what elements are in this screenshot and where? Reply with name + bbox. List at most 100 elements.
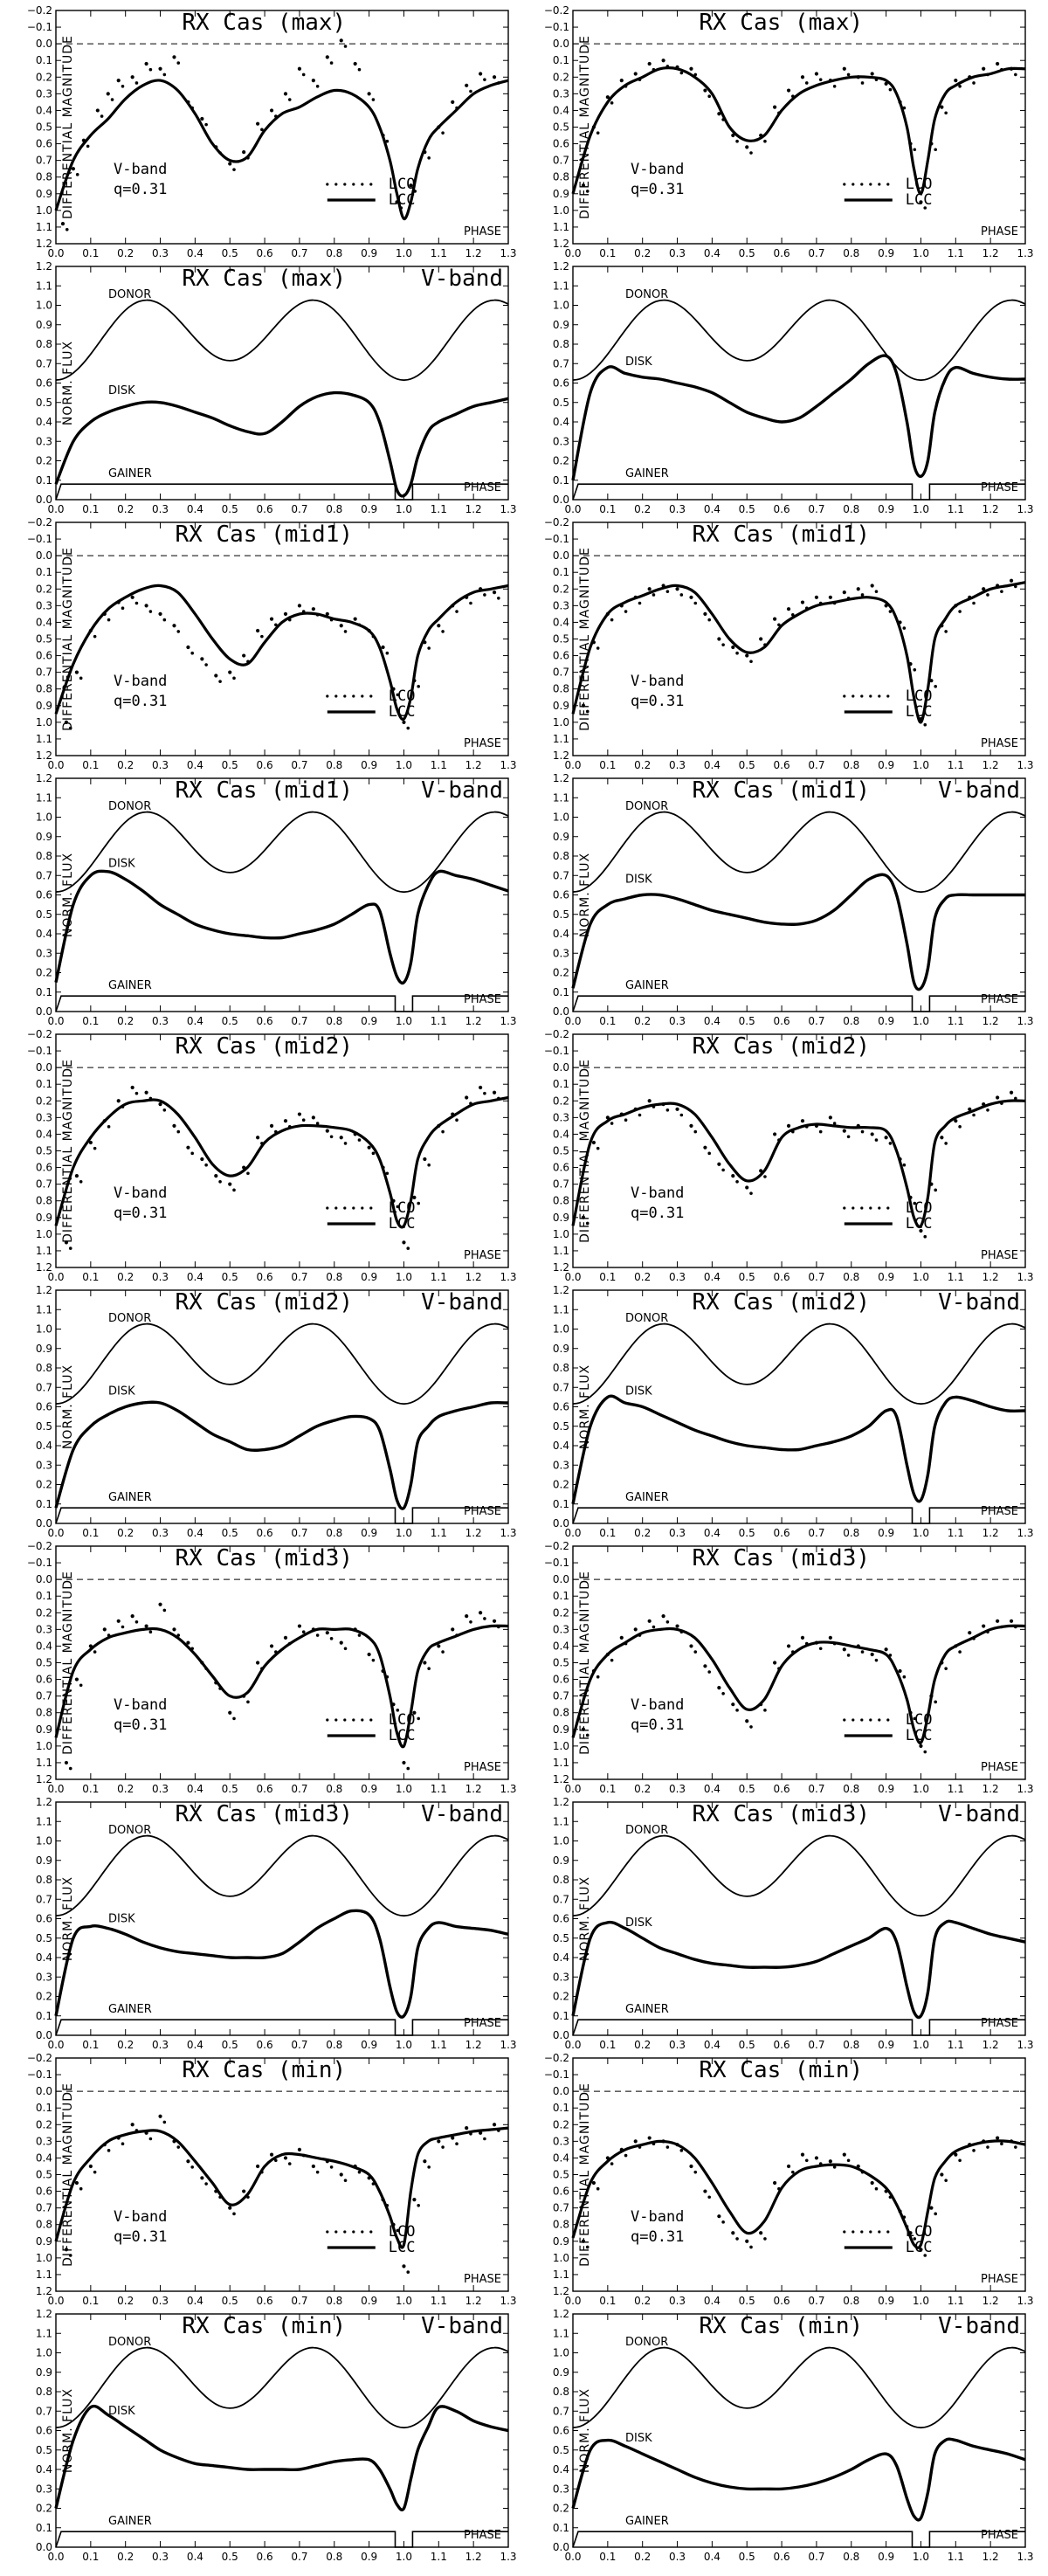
x-axis-label: PHASE [981, 225, 1018, 238]
x-tick-label: 0.6 [774, 1271, 790, 1283]
lco-point [353, 2164, 357, 2169]
panel-4: 0.0 0.1 0.2 0.3 0.4 0.5 0.6 0.7 0.8 0.9 1.0 1.1 1.2 1… [553, 260, 1034, 515]
lco-point [417, 2203, 420, 2207]
x-tick-label: 0.2 [117, 503, 134, 515]
lco-point [619, 2147, 624, 2151]
legend-lco-marker [869, 1206, 872, 1210]
lco-point [329, 61, 334, 65]
donor-curve [55, 299, 509, 382]
y-tick-label: 0.8 [36, 1362, 52, 1374]
x-tick-label: 1.1 [948, 2295, 964, 2307]
lco-point [79, 1683, 83, 1688]
lco-point [902, 106, 907, 110]
disk-label: DISK [108, 858, 135, 871]
legend-lco: LCO [389, 1711, 416, 1729]
y-tick-label: 1.1 [36, 1303, 52, 1316]
lco-point [116, 1619, 121, 1623]
lco-point [679, 2149, 684, 2152]
panel-20: 0.0 0.1 0.2 0.3 0.4 0.5 0.6 0.7 0.8 0.9 1.0 1.1 1.2 1… [553, 2308, 1034, 2563]
lco-point [749, 660, 753, 664]
panel-title: RX Cas (min) [699, 2313, 863, 2339]
lco-point [721, 643, 725, 646]
y-tick-label: 0.5 [553, 121, 569, 134]
x-tick-label: 0.2 [117, 2039, 134, 2051]
lco-point [1009, 2139, 1014, 2144]
lco-point [190, 651, 194, 655]
x-tick-label: 0.5 [222, 1783, 238, 1795]
lco-point [610, 1122, 614, 1125]
lco-point [158, 1602, 162, 1606]
lco-point [172, 55, 176, 59]
lco-point [707, 618, 711, 622]
lco-point [297, 604, 302, 608]
lco-point [919, 1228, 923, 1233]
lcc-curve [54, 1095, 509, 1229]
x-tick-label: 0.0 [47, 1527, 64, 1539]
legend-lco-marker [334, 1718, 338, 1722]
legend-lco-marker [869, 1718, 872, 1722]
y-tick-label: 1.0 [553, 300, 569, 312]
lco-point [417, 1716, 420, 1721]
lco-point [144, 1090, 148, 1095]
lco-point [246, 1700, 250, 1704]
lco-point [65, 227, 69, 231]
lco-point [176, 2145, 181, 2149]
lco-point [110, 98, 114, 101]
lcc-curve [571, 1099, 1026, 1229]
y-tick-label: 0.2 [36, 1095, 52, 1107]
lco-point [749, 1191, 753, 1195]
y-tick-label: 0.4 [36, 2463, 52, 2476]
lco-point [874, 590, 879, 593]
x-tick-label: 0.3 [669, 2551, 686, 2563]
lco-point [396, 693, 400, 697]
lco-point [828, 2159, 832, 2164]
x-tick-label: 1.2 [982, 1783, 999, 1795]
lco-point [814, 595, 819, 599]
legend-lco-marker [334, 1206, 338, 1210]
band-label: V-band [631, 1184, 684, 1202]
lco-point [800, 600, 805, 604]
lco-point [79, 2186, 83, 2191]
y-axis-label: NORM. FLUX [61, 341, 75, 425]
lco-point [283, 2156, 288, 2160]
lco-point [842, 1647, 846, 1652]
lco-point [492, 590, 497, 595]
x-tick-label: 1.2 [465, 1015, 482, 1027]
legend-lco-marker [878, 1718, 881, 1722]
band-label: V-band [421, 2313, 503, 2339]
y-tick-label: 0.8 [36, 171, 52, 183]
lco-point [107, 2149, 111, 2152]
lco-point [74, 1677, 79, 1682]
x-tick-label: 0.4 [187, 2295, 203, 2307]
legend-lco-marker [878, 2230, 881, 2234]
lco-point [763, 643, 767, 646]
lco-point [919, 2248, 923, 2252]
lco-point [367, 1652, 371, 1657]
lco-point [986, 2145, 989, 2149]
lco-point [381, 1165, 385, 1170]
x-tick-label: 0.9 [878, 1271, 894, 1283]
lco-point [391, 1198, 396, 1203]
x-tick-label: 0.2 [117, 2295, 134, 2307]
y-tick-label: 0.2 [36, 1479, 52, 1491]
y-tick-label: 1.2 [36, 749, 52, 762]
lco-point [158, 2114, 162, 2118]
x-tick-label: 0.1 [599, 1783, 616, 1795]
lco-point [311, 1115, 315, 1120]
lco-point [1000, 67, 1003, 72]
band-label: V-band [114, 161, 167, 178]
x-tick-label: 0.0 [47, 1015, 64, 1027]
lco-point [102, 1627, 107, 1632]
y-tick-label: 0.2 [553, 2503, 569, 2515]
disk-label: DISK [108, 1385, 135, 1398]
lco-point [412, 1710, 417, 1715]
lco-point [972, 1113, 976, 1117]
x-tick-label: 1.3 [500, 247, 516, 259]
lco-point [860, 593, 865, 597]
lco-point [591, 1140, 596, 1145]
y-tick-label: 1.0 [36, 2252, 52, 2264]
y-tick-label: −0.2 [544, 516, 569, 528]
donor-label: DONOR [625, 288, 668, 301]
lco-point [107, 1633, 111, 1637]
